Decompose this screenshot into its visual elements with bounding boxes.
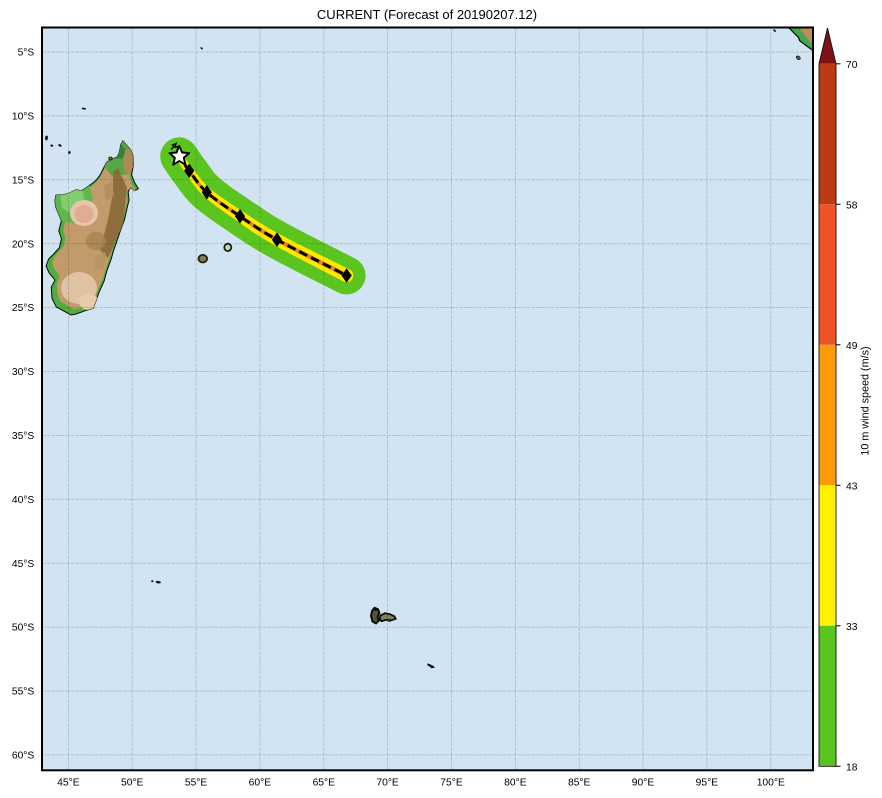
svg-text:49: 49	[846, 341, 858, 352]
svg-text:25°S: 25°S	[12, 303, 35, 314]
svg-text:50°S: 50°S	[12, 623, 35, 634]
svg-text:58: 58	[846, 201, 858, 212]
svg-text:10°S: 10°S	[12, 112, 35, 123]
svg-text:55°S: 55°S	[12, 687, 35, 698]
svg-text:80°E: 80°E	[504, 778, 527, 789]
svg-text:CURRENT (Forecast of 20190207.: CURRENT (Forecast of 20190207.12)	[317, 7, 537, 22]
svg-text:70: 70	[846, 60, 858, 71]
svg-text:18: 18	[846, 763, 858, 774]
svg-text:45°E: 45°E	[57, 778, 80, 789]
svg-text:40°S: 40°S	[12, 495, 35, 506]
svg-text:45°S: 45°S	[12, 559, 35, 570]
svg-text:65°E: 65°E	[313, 778, 336, 789]
svg-text:35°S: 35°S	[12, 431, 35, 442]
svg-text:10 m wind speed (m/s): 10 m wind speed (m/s)	[859, 346, 871, 455]
svg-text:60°E: 60°E	[249, 778, 272, 789]
svg-text:43: 43	[846, 482, 858, 493]
svg-text:85°E: 85°E	[568, 778, 591, 789]
svg-text:75°E: 75°E	[440, 778, 463, 789]
svg-text:95°E: 95°E	[696, 778, 719, 789]
svg-text:55°E: 55°E	[185, 778, 208, 789]
svg-text:70°E: 70°E	[376, 778, 399, 789]
svg-text:90°E: 90°E	[632, 778, 655, 789]
svg-text:5°S: 5°S	[18, 48, 35, 59]
svg-text:50°E: 50°E	[121, 778, 144, 789]
svg-text:15°S: 15°S	[12, 175, 35, 186]
svg-text:20°S: 20°S	[12, 239, 35, 250]
svg-text:33: 33	[846, 622, 858, 633]
svg-text:100°E: 100°E	[757, 778, 785, 789]
svg-text:30°S: 30°S	[12, 367, 35, 378]
svg-text:60°S: 60°S	[12, 751, 35, 762]
